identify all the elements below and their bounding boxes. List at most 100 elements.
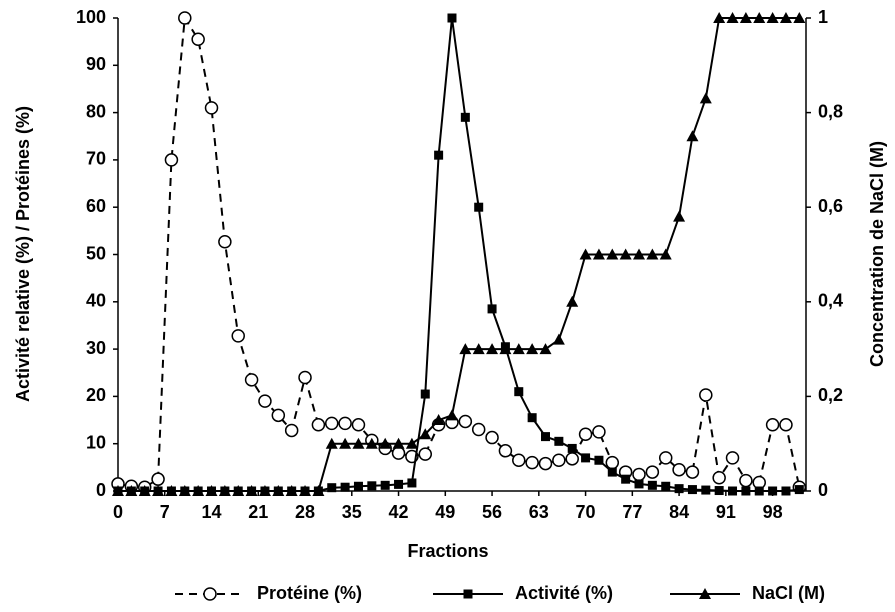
marker-triangle	[739, 12, 752, 23]
marker-square	[607, 467, 617, 477]
marker-square	[407, 478, 417, 488]
marker-circle	[605, 455, 620, 470]
y-tick-label: 0	[96, 480, 106, 500]
marker-circle	[712, 471, 726, 485]
y-tick-label: 20	[86, 385, 106, 405]
marker-triangle	[659, 248, 672, 260]
marker-square	[714, 486, 724, 496]
marker-circle	[525, 455, 539, 470]
marker-square	[674, 484, 684, 494]
marker-triangle	[325, 437, 338, 449]
marker-circle	[418, 447, 433, 461]
marker-triangle	[592, 248, 605, 260]
marker-square	[567, 443, 577, 453]
marker-triangle	[539, 343, 552, 355]
marker-circle	[725, 451, 740, 465]
marker-circle	[178, 11, 192, 25]
marker-square	[794, 485, 804, 495]
x-tick-label: 77	[622, 502, 642, 522]
y-tick-label: 80	[86, 101, 106, 121]
marker-triangle	[619, 248, 632, 260]
marker-square	[463, 589, 473, 599]
marker-triangle	[419, 428, 432, 440]
marker-triangle	[526, 343, 539, 355]
marker-triangle	[766, 12, 779, 23]
y2-tick-label: 0,8	[818, 101, 843, 121]
x-tick-label: 0	[113, 502, 123, 522]
marker-circle	[739, 473, 753, 488]
marker-triangle	[352, 437, 365, 449]
marker-triangle	[512, 343, 525, 355]
marker-triangle	[552, 333, 565, 345]
marker-triangle	[232, 485, 245, 496]
marker-circle	[391, 446, 406, 460]
marker-triangle	[365, 437, 378, 449]
x-tick-label: 70	[576, 502, 596, 522]
marker-square	[460, 112, 470, 122]
x-tick-label: 28	[295, 502, 315, 522]
marker-square	[594, 455, 604, 465]
marker-triangle	[445, 409, 458, 421]
marker-circle	[779, 418, 793, 432]
marker-square	[741, 486, 751, 496]
marker-triangle	[205, 485, 218, 496]
y-tick-label: 90	[86, 54, 106, 74]
marker-circle	[565, 452, 579, 466]
x-tick-label: 21	[248, 502, 268, 522]
y2-tick-label: 1	[818, 7, 828, 27]
marker-triangle	[646, 248, 659, 260]
marker-square	[621, 474, 631, 484]
marker-square	[380, 480, 390, 490]
marker-triangle	[379, 437, 392, 449]
series-line	[118, 17, 800, 492]
marker-triangle	[779, 12, 792, 23]
marker-circle	[324, 416, 339, 431]
x-tick-label: 56	[482, 502, 502, 522]
marker-square	[353, 481, 363, 491]
marker-circle	[765, 418, 780, 432]
x-tick-label: 14	[201, 502, 221, 522]
marker-circle	[203, 587, 217, 601]
marker-square	[367, 481, 377, 491]
marker-circle	[512, 453, 526, 468]
y-tick-label: 70	[86, 149, 106, 169]
y-tick-label: 100	[76, 7, 106, 27]
marker-circle	[685, 465, 700, 479]
marker-circle	[151, 472, 165, 486]
marker-circle	[338, 416, 352, 431]
marker-circle	[471, 422, 486, 437]
marker-circle	[672, 462, 686, 477]
marker-triangle	[673, 210, 686, 222]
y2-tick-label: 0,2	[818, 385, 843, 405]
marker-square	[540, 432, 550, 442]
marker-circle	[271, 408, 286, 423]
marker-square	[474, 202, 484, 212]
x-tick-label: 42	[389, 502, 409, 522]
marker-square	[728, 486, 738, 496]
marker-triangle	[459, 343, 472, 355]
x-tick-label: 63	[529, 502, 549, 522]
marker-circle	[552, 453, 566, 468]
marker-triangle	[192, 485, 205, 496]
marker-triangle	[713, 12, 726, 23]
marker-circle	[645, 465, 660, 479]
marker-triangle	[699, 588, 711, 599]
marker-square	[581, 453, 591, 463]
marker-triangle	[686, 130, 699, 142]
marker-triangle	[753, 12, 766, 23]
marker-square	[634, 479, 644, 489]
marker-triangle	[392, 437, 405, 449]
marker-triangle	[258, 485, 271, 496]
marker-square	[781, 486, 791, 496]
marker-square	[647, 480, 657, 490]
x-tick-label: 91	[716, 502, 736, 522]
marker-triangle	[606, 248, 619, 260]
series-line	[117, 14, 801, 489]
marker-triangle	[699, 92, 712, 104]
marker-triangle	[432, 414, 445, 426]
marker-square	[701, 485, 711, 495]
y-tick-label: 10	[86, 432, 106, 452]
marker-square	[527, 413, 537, 423]
marker-triangle	[339, 437, 352, 449]
